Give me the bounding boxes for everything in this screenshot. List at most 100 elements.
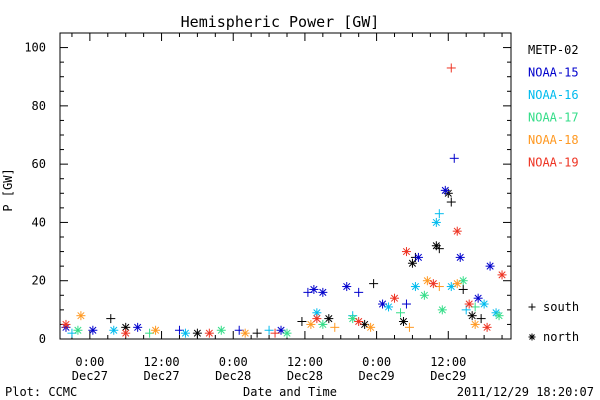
data-point (252, 328, 262, 338)
data-point (366, 322, 376, 332)
data-point (404, 322, 414, 332)
data-point (192, 328, 202, 338)
data-point (440, 185, 450, 195)
data-point (216, 325, 226, 335)
marker-legend: south north (528, 300, 579, 344)
x-axis-label: Date and Time (243, 385, 337, 399)
data-point (151, 325, 161, 335)
data-point (452, 279, 462, 289)
y-tick-label: 60 (32, 157, 46, 171)
data-point (180, 328, 190, 338)
data-point (401, 247, 411, 257)
data-point (330, 322, 340, 332)
data-point (419, 290, 429, 300)
data-point (76, 311, 86, 321)
data-point (494, 311, 504, 321)
data-point (390, 293, 400, 303)
data-point (61, 319, 71, 329)
data-point (449, 153, 459, 163)
data-point (73, 325, 83, 335)
legend-entry: NOAA-16 (528, 88, 579, 102)
data-point (431, 217, 441, 227)
plot-frame (59, 32, 512, 340)
x-tick-time: 12:00 (430, 355, 466, 369)
data-point (318, 319, 328, 329)
legend-entry: NOAA-19 (528, 156, 579, 170)
data-point (428, 279, 438, 289)
data-point (282, 328, 292, 338)
y-axis-label: P [GW] (1, 168, 15, 211)
data-point (297, 317, 307, 327)
data-point (354, 287, 364, 297)
x-axis: 0:00Dec2712:00Dec270:00Dec2812:00Dec280:… (71, 33, 503, 383)
data-point (473, 293, 483, 303)
footer-timestamp: 2011/12/29 18:20:07 (457, 385, 594, 399)
data-point (109, 325, 119, 335)
data-point (482, 322, 492, 332)
x-tick-date: Dec28 (215, 369, 251, 383)
data-point (240, 328, 250, 338)
data-point (446, 63, 456, 73)
data-point (458, 284, 468, 294)
data-point (455, 252, 465, 262)
legend: METP-02 NOAA-15 NOAA-16 NOAA-17 NOAA-18 NOAA-… (528, 43, 579, 170)
marker-legend-symbol (528, 303, 536, 311)
data-point (342, 282, 352, 292)
data-point (121, 328, 131, 338)
marker-legend-label: south (543, 300, 579, 314)
chart-title: Hemispheric Power [GW] (181, 13, 380, 31)
x-tick-time: 12:00 (287, 355, 323, 369)
plot-points (61, 63, 507, 338)
data-point (306, 319, 316, 329)
legend-entry: METP-02 (528, 43, 579, 57)
x-tick-date: Dec27 (143, 369, 179, 383)
data-point (434, 209, 444, 219)
data-point (354, 317, 364, 327)
data-point (497, 270, 507, 280)
data-point (464, 299, 474, 309)
data-point (312, 314, 322, 324)
x-tick-date: Dec28 (287, 369, 323, 383)
data-point (401, 299, 411, 309)
data-point (458, 276, 468, 286)
marker-legend-label: north (543, 330, 579, 344)
data-point (106, 314, 116, 324)
data-point (434, 244, 444, 254)
data-point (437, 305, 447, 315)
x-tick-date: Dec29 (430, 369, 466, 383)
marker-legend-symbol (528, 333, 536, 341)
x-tick-time: 0:00 (219, 355, 248, 369)
x-tick-time: 0:00 (362, 355, 391, 369)
data-point (395, 308, 405, 318)
data-point (398, 317, 408, 327)
legend-entry: NOAA-15 (528, 66, 579, 80)
data-point (470, 319, 480, 329)
data-point (479, 299, 489, 309)
data-point (88, 325, 98, 335)
data-point (204, 328, 214, 338)
data-point (270, 328, 280, 338)
data-point (384, 302, 394, 312)
data-point (369, 279, 379, 289)
data-point (485, 261, 495, 271)
y-axis: 0 20 40 60 80 100 (24, 32, 511, 346)
legend-entry: NOAA-18 (528, 133, 579, 147)
x-tick-time: 0:00 (75, 355, 104, 369)
data-point (309, 284, 319, 294)
data-point (476, 314, 486, 324)
data-point (452, 226, 462, 236)
data-point (276, 325, 286, 335)
x-tick-date: Dec27 (72, 369, 108, 383)
data-point (410, 282, 420, 292)
data-point (324, 314, 334, 324)
data-point (407, 258, 417, 268)
data-point (264, 325, 274, 335)
y-tick-label: 40 (32, 215, 46, 229)
y-tick-label: 80 (32, 99, 46, 113)
y-tick-label: 100 (24, 41, 46, 55)
data-point (413, 252, 423, 262)
data-point (446, 197, 456, 207)
footer-plot-credit: Plot: CCMC (5, 385, 77, 399)
y-tick-label: 0 (39, 332, 46, 346)
